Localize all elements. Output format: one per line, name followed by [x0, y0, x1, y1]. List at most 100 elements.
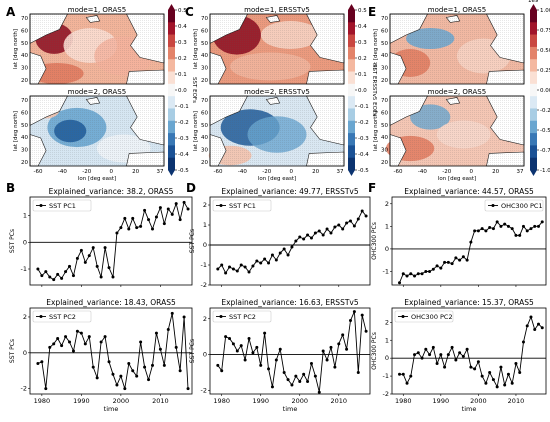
line-chart-f-2: Explained_variance: 15.37, ORAS5-2-1012O… [371, 298, 547, 413]
data-point [443, 365, 447, 369]
data-point [536, 322, 540, 326]
data-point [127, 362, 131, 366]
data-point [251, 351, 255, 355]
data-point [424, 347, 428, 351]
lon-tick-label: 0 [469, 169, 473, 175]
map-frame [389, 13, 525, 85]
data-point [259, 261, 263, 265]
data-point [71, 274, 75, 278]
panel-letter: B [6, 181, 15, 195]
data-point [465, 347, 469, 351]
colorbar-label: SST EOFs [191, 77, 197, 103]
data-point [103, 335, 107, 339]
lon-tick-label: 37 [517, 169, 524, 175]
data-point [329, 231, 333, 235]
data-point [79, 248, 83, 252]
lon-tick-label: -60 [214, 169, 223, 175]
lat-tick-label: 30 [381, 148, 388, 154]
data-point [495, 385, 499, 389]
data-point [147, 218, 151, 222]
lat-tick-label: 50 [381, 41, 388, 47]
colorbar-extend-top [348, 4, 355, 10]
data-point [36, 362, 40, 366]
data-point [123, 216, 127, 220]
legend-label: SST PC2 [229, 313, 256, 321]
data-point [499, 224, 503, 228]
data-point [398, 372, 402, 376]
lon-tick-label: -20 [442, 169, 451, 175]
data-point [401, 272, 405, 276]
lat-tick-label: 50 [201, 123, 208, 129]
data-point [294, 239, 298, 243]
data-point [521, 340, 525, 344]
data-point [44, 387, 48, 391]
data-point [64, 270, 68, 274]
lat-tick-label: 70 [21, 16, 28, 22]
data-point [71, 349, 75, 353]
data-point [420, 356, 424, 360]
data-point [68, 264, 72, 268]
colorbar-tick-label: 0.25 [540, 68, 550, 74]
lat-tick-label: 20 [21, 160, 28, 166]
y-tick-label: -2 [201, 386, 207, 394]
data-point [443, 260, 447, 264]
data-point [503, 383, 507, 387]
chart-title: Explained_variance: 44.57, ORAS5 [404, 187, 534, 196]
y-axis-label: SST PCs [9, 229, 16, 253]
legend-swatch-marker [219, 204, 223, 207]
map-column-c: mode=1, ERSSTv5 70 60 50 40 30 20 lat [deg nort… [193, 6, 345, 182]
data-point [75, 256, 79, 260]
colorbar-tick-label: 0.0 [358, 88, 367, 94]
data-point [228, 265, 232, 269]
data-point [224, 271, 228, 275]
lat-tick-label: 70 [21, 98, 28, 104]
panel-letter-c: C [185, 5, 194, 19]
data-point [356, 217, 360, 221]
map-title: mode=1, ORAS5 [428, 6, 486, 14]
line-chart-d-2: Explained_variance: 16.63, ERSSTv5 -2 0 2 SS… [189, 298, 371, 413]
line-chart-f-1: F Explained_variance: 44.57, ORAS5 -1 0 1 2 OH… [368, 181, 547, 287]
map-column-e: mode=1, ORAS5 70 60 50 40 30 20 lat [deg north]… [373, 6, 525, 182]
data-point [348, 219, 352, 223]
data-point [220, 369, 224, 373]
data-point [333, 225, 337, 229]
x-axis-label: time [104, 405, 119, 413]
data-point [480, 227, 484, 231]
colorbar-tick-label: 0.3 [178, 40, 187, 46]
map-frame [209, 13, 345, 85]
data-point [127, 227, 131, 231]
plot-frame [391, 307, 547, 395]
x-tick-label: 2000 [470, 397, 487, 405]
lat-axis-label: lat [deg north] [373, 29, 379, 69]
chart-title: Explained_variance: 18.43, ORAS5 [46, 298, 176, 307]
map-title: mode=1, ERSSTv5 [244, 6, 310, 14]
data-point [123, 387, 127, 391]
data-point [473, 367, 477, 371]
data-point [321, 233, 325, 237]
x-axis-label: time [283, 405, 298, 413]
data-point [40, 274, 44, 278]
colorbar-tick-label: 0.1 [178, 72, 187, 78]
y-tick-label: 2 [385, 200, 389, 208]
map-column-a: mode=1, ORAS5 70 60 50 40 30 20 lat [deg north]… [13, 6, 165, 182]
y-tick-label: -1 [383, 372, 389, 380]
lon-axis-label: lon [deg east] [438, 176, 476, 182]
y-tick-label: -1 [21, 265, 27, 273]
data-point [364, 214, 368, 218]
data-point [428, 269, 432, 273]
colorbar-extend-bottom [348, 170, 355, 176]
data-point [166, 328, 170, 331]
map-title: mode=2, ORAS5 [428, 88, 486, 96]
legend-label: OHC300 PC1 [501, 202, 543, 210]
data-point [348, 319, 352, 323]
data-point [321, 349, 325, 353]
data-point [150, 227, 154, 231]
legend-box [484, 199, 544, 212]
data-point [135, 226, 139, 230]
colorbar-1: 0.5 0.4 0.3 0.2 0.1 0.0 -0.1 -0.2 -0.3 -0.4 -0.5 SS… [168, 4, 197, 176]
data-point [143, 365, 147, 369]
y-tick-label: 1 [385, 222, 389, 230]
data-point [325, 358, 329, 362]
data-point [488, 371, 492, 374]
